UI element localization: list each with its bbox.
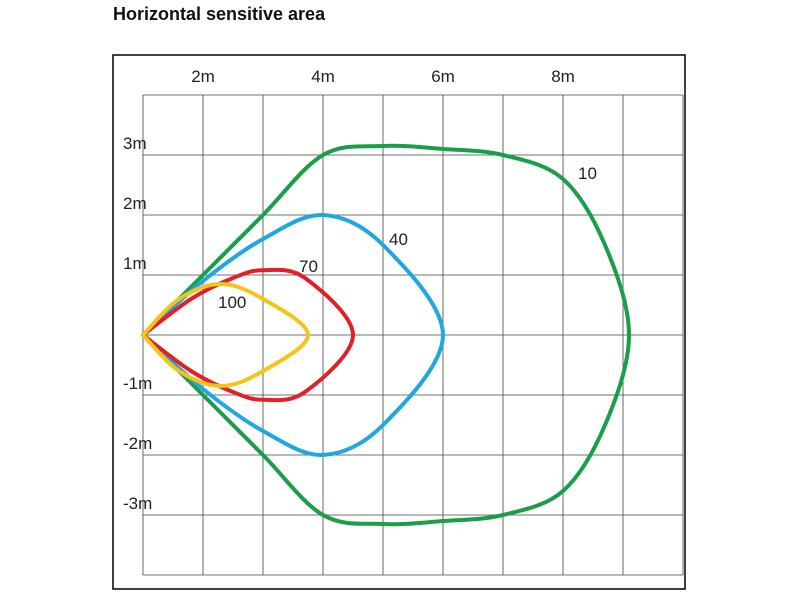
y-tick-label: -1m [123, 374, 152, 393]
x-tick-label: 6m [431, 67, 455, 86]
curves [141, 143, 631, 527]
y-tick-label: 3m [123, 134, 147, 153]
plot-frame [112, 54, 686, 590]
x-tick-label: 4m [311, 67, 335, 86]
series-label-70: 70 [299, 257, 318, 276]
y-tick-label: -2m [123, 434, 152, 453]
sensitivity-curve-40 [141, 212, 445, 458]
y-ticks: 3m 2m 1m -1m -2m -3m [123, 134, 152, 513]
grid [142, 94, 684, 576]
y-tick-label: 1m [123, 254, 147, 273]
sensitivity-curve-100 [141, 282, 310, 388]
sensitivity-curve-10 [141, 143, 631, 527]
y-tick-label: -3m [123, 494, 152, 513]
x-tick-label: 8m [551, 67, 575, 86]
chart-title: Horizontal sensitive area [113, 4, 326, 24]
series-label-10: 10 [578, 164, 597, 183]
y-tick-label: 2m [123, 194, 147, 213]
series-labels: 10 40 70 100 [218, 164, 597, 312]
x-tick-label: 2m [191, 67, 215, 86]
series-label-40: 40 [389, 230, 408, 249]
x-ticks: 2m 4m 6m 8m [191, 67, 575, 86]
sensitivity-curve-70 [141, 267, 355, 403]
series-label-100: 100 [218, 293, 246, 312]
